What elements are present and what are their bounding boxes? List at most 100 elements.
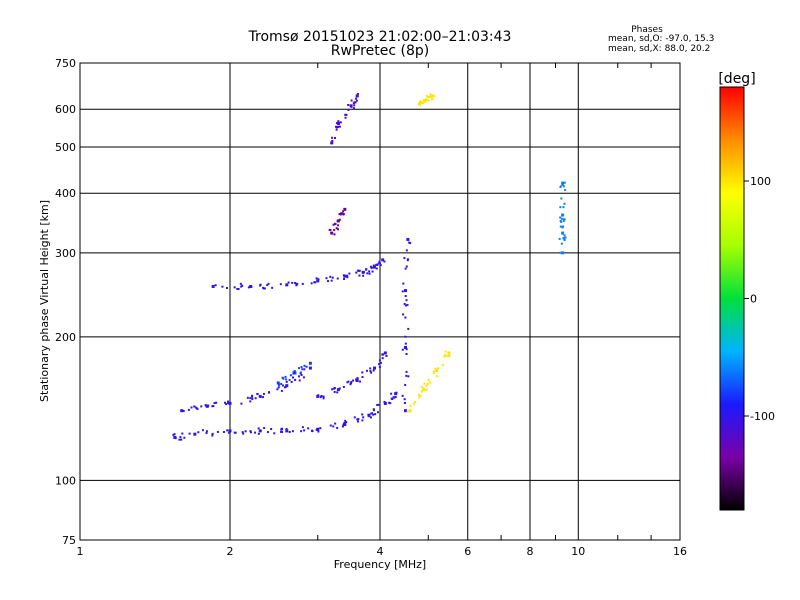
echo-point [361,371,364,374]
echo-point [288,430,291,433]
echo-point [404,316,407,319]
echo-point [344,116,347,119]
echo-point [403,409,407,413]
echo-point [197,431,200,434]
echo-point [320,395,323,398]
echo-point [358,274,361,277]
echo-point [337,121,340,124]
echo-point [561,251,565,255]
echo-point [330,279,333,282]
echo-point [259,284,262,287]
echo-point [372,264,375,267]
echo-point [249,400,252,403]
echo-point [378,362,381,365]
echo-point [353,104,356,107]
echo-point [239,282,242,285]
y-tick-label: 750 [55,57,76,70]
echo-point [424,100,427,103]
echo-point [423,382,426,385]
echo-point [420,386,423,389]
echo-point [348,272,351,275]
echo-point [427,95,430,98]
y-tick-label: 100 [55,474,76,487]
echo-point [330,141,334,145]
x-tick-label: 6 [464,545,471,558]
echo-point [343,422,347,426]
echo-point [425,388,428,391]
echo-point [276,381,279,384]
echo-point [193,405,196,408]
echo-point [562,237,565,240]
echo-point [227,431,230,434]
echo-point [334,125,337,128]
echo-point [561,213,565,217]
echo-point [240,285,243,288]
echo-point [559,206,562,209]
echo-point [322,395,325,398]
echo-point [367,413,371,417]
colorbar-tick-label: -100 [750,410,775,423]
echo-point [401,394,404,397]
echo-point [350,99,353,102]
echo-point [559,185,562,188]
echo-point [249,431,252,434]
echo-point [298,379,301,382]
echo-point [418,396,421,399]
echo-point [244,430,247,433]
y-axis-label: Stationary phase Virtual Height [km] [38,200,51,402]
echo-point [361,413,364,416]
echo-point [298,367,301,370]
echo-point [194,406,197,409]
echo-point [331,139,334,142]
echo-point [394,395,397,398]
stats-header: Phases [631,25,663,35]
echo-point [404,295,407,298]
y-tick-label: 75 [62,534,76,547]
echo-point [389,402,392,405]
echo-point [332,223,335,226]
echo-point [354,97,357,100]
echo-point [258,429,262,433]
echo-point [282,384,285,387]
echo-point [447,351,451,355]
echo-point [362,274,365,277]
echo-point [339,121,342,124]
echo-point [356,418,359,421]
echo-point [190,406,193,409]
echo-point [426,96,429,99]
echo-point [303,364,306,367]
echo-point [418,102,421,105]
echo-point [336,277,339,280]
echo-point [281,428,284,431]
echo-point [307,427,310,430]
echo-point [211,405,214,408]
echo-point [561,183,564,186]
y-tick-label: 600 [55,103,76,116]
echo-point [335,121,338,124]
echo-point [414,401,417,404]
echo-point [334,223,337,226]
echo-point [378,359,381,362]
echo-point [262,396,265,399]
echo-point [365,268,368,271]
echo-point [560,242,563,245]
echo-point [356,377,359,380]
echo-point [356,92,359,95]
echo-point [355,99,358,102]
echo-point [562,206,565,209]
echo-point [276,388,279,391]
echo-point [335,227,338,230]
echo-point [346,276,349,279]
echo-point [422,387,425,390]
echo-point [289,374,292,377]
echo-point [300,374,303,377]
echo-point [247,286,250,289]
echo-point [234,431,237,434]
echo-point [444,353,447,356]
echo-point [343,207,347,211]
echo-point [404,342,407,345]
echo-point [350,382,353,385]
echo-point [292,372,295,375]
echo-point [375,263,378,266]
echo-point [316,427,320,431]
